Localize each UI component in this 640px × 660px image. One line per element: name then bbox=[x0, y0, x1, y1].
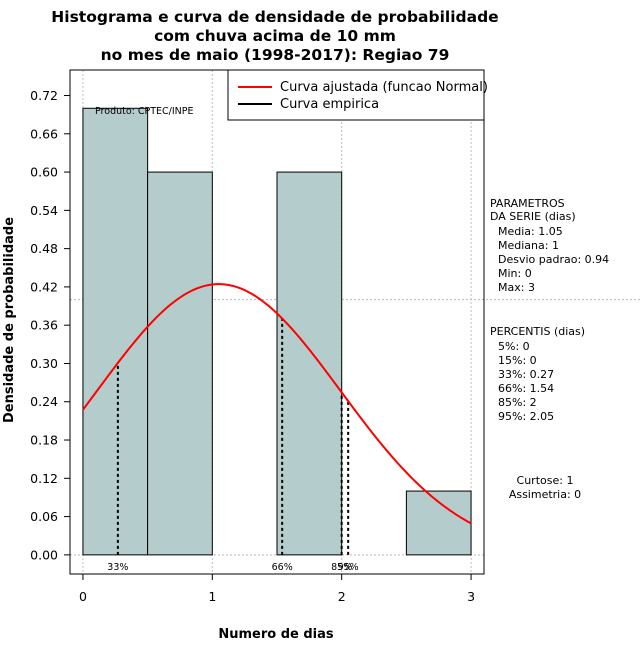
chart-title-line-3: no mes de maio (1998-2017): Regiao 79 bbox=[101, 46, 450, 64]
chart-title-line-2: com chuva acima de 10 mm bbox=[154, 27, 396, 45]
pct-66: 66%: 1.54 bbox=[498, 382, 554, 395]
param-desvio: Desvio padrao: 0.94 bbox=[498, 253, 609, 266]
histogram-bar bbox=[405, 490, 472, 556]
percentile-label: 33% bbox=[107, 562, 128, 573]
pct-85: 85%: 2 bbox=[498, 396, 537, 409]
side-panel: PARAMETROS DA SERIE (dias) Media: 1.05 M… bbox=[490, 197, 609, 501]
x-tick-label: 3 bbox=[467, 589, 475, 604]
param-media: Media: 1.05 bbox=[498, 225, 563, 238]
normal-curve bbox=[82, 283, 472, 525]
pct-15: 15%: 0 bbox=[498, 354, 537, 367]
param-header-1: PARAMETROS bbox=[490, 197, 565, 210]
legend: Curva ajustada (funcao Normal) Curva emp… bbox=[227, 69, 488, 121]
chart-title-line-1: Histograma e curva de densidade de proba… bbox=[51, 8, 498, 26]
y-tick-label: 0.36 bbox=[30, 318, 58, 333]
param-min: Min: 0 bbox=[498, 267, 532, 280]
x-tick-label: 0 bbox=[79, 589, 87, 604]
stat-assimetria: Assimetria: 0 bbox=[509, 488, 581, 501]
legend-box bbox=[227, 69, 485, 121]
legend-label-empirical: Curva empirica bbox=[280, 97, 379, 112]
x-axis-title: Numero de dias bbox=[218, 627, 334, 642]
param-max: Max: 3 bbox=[498, 281, 535, 294]
pct-33: 33%: 0.27 bbox=[498, 368, 554, 381]
y-tick-label: 0.66 bbox=[30, 126, 58, 141]
y-tick-label: 0.18 bbox=[30, 433, 58, 448]
normal-curve-line bbox=[82, 283, 472, 525]
histogram-bars bbox=[82, 107, 472, 556]
x-tick-label: 1 bbox=[208, 589, 216, 604]
pct-95: 95%: 2.05 bbox=[498, 410, 554, 423]
param-header-2: DA SERIE (dias) bbox=[490, 210, 576, 223]
stat-curtose: Curtose: 1 bbox=[517, 474, 574, 487]
histogram-bar bbox=[82, 107, 149, 556]
pct-header: PERCENTIS (dias) bbox=[490, 325, 585, 338]
y-tick-label: 0.30 bbox=[30, 356, 58, 371]
x-tick-label: 2 bbox=[338, 589, 346, 604]
histogram-bar bbox=[147, 171, 213, 556]
y-tick-label: 0.72 bbox=[30, 88, 58, 103]
y-tick-label: 0.00 bbox=[30, 547, 58, 562]
axes: 0.00 0.06 0.12 0.18 0.24 0.30 0.36 0.42 0.48 0.54… bbox=[30, 69, 485, 604]
pct-5: 5%: 0 bbox=[498, 340, 530, 353]
product-label: Produto: CPTEC/INPE bbox=[95, 106, 194, 117]
y-tick-label: 0.42 bbox=[30, 279, 58, 294]
param-mediana: Mediana: 1 bbox=[498, 239, 559, 252]
percentile-lines: 33% 66% 85%95% bbox=[107, 318, 359, 573]
y-tick-label: 0.60 bbox=[30, 165, 58, 180]
y-tick-label: 0.06 bbox=[30, 509, 58, 524]
y-axis-title: Densidade de probabilidade bbox=[2, 217, 17, 423]
percentile-label: 66% bbox=[272, 562, 293, 573]
percentile-label: 95% bbox=[338, 562, 359, 573]
y-tick-label: 0.24 bbox=[30, 394, 58, 409]
percentile-label: 85% bbox=[331, 562, 352, 573]
legend-label-fitted: Curva ajustada (funcao Normal) bbox=[280, 80, 488, 95]
y-tick-label: 0.54 bbox=[30, 203, 58, 218]
y-tick-label: 0.48 bbox=[30, 241, 58, 256]
y-tick-label: 0.12 bbox=[30, 471, 58, 486]
histogram-bar bbox=[276, 171, 343, 556]
